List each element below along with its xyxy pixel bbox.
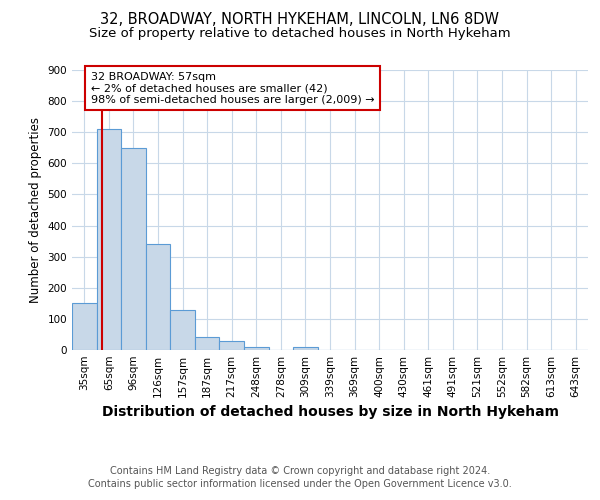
Text: Contains public sector information licensed under the Open Government Licence v3: Contains public sector information licen… (88, 479, 512, 489)
Text: Contains HM Land Registry data © Crown copyright and database right 2024.: Contains HM Land Registry data © Crown c… (110, 466, 490, 476)
Bar (195, 337, 220, 350)
Text: 32, BROADWAY, NORTH HYKEHAM, LINCOLN, LN6 8DW: 32, BROADWAY, NORTH HYKEHAM, LINCOLN, LN… (101, 12, 499, 28)
Text: Size of property relative to detached houses in North Hykeham: Size of property relative to detached ho… (89, 28, 511, 40)
Y-axis label: Number of detached properties: Number of detached properties (29, 117, 42, 303)
Bar (293, 347, 318, 350)
Text: 32 BROADWAY: 57sqm
← 2% of detached houses are smaller (42)
98% of semi-detached: 32 BROADWAY: 57sqm ← 2% of detached hous… (91, 72, 374, 105)
X-axis label: Distribution of detached houses by size in North Hykeham: Distribution of detached houses by size … (101, 406, 559, 419)
Bar (244, 347, 269, 350)
Bar (170, 310, 195, 350)
Bar (97, 129, 121, 350)
Bar (121, 148, 146, 350)
Bar (146, 244, 170, 350)
Bar (220, 340, 244, 350)
Bar (72, 304, 97, 350)
